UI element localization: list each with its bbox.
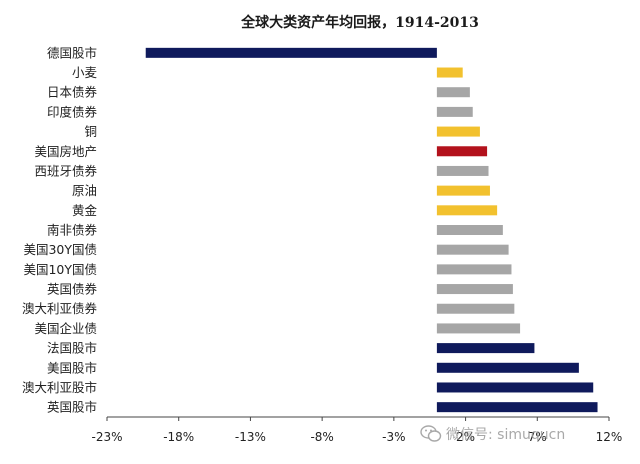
category-label: 美国30Y国债: [23, 242, 97, 257]
category-label: 日本债券: [47, 85, 98, 100]
chart-title: 全球大类资产年均回报，1914-2013: [240, 14, 479, 31]
watermark: 微信号: simuqucn: [420, 424, 565, 444]
x-tick-label: -23%: [91, 430, 122, 444]
x-tick-label: -18%: [163, 430, 194, 444]
wechat-icon: [420, 425, 442, 442]
category-label: 美国10Y国债: [23, 262, 97, 277]
bar: [436, 303, 515, 314]
category-label: 印度债券: [47, 104, 98, 119]
bar: [436, 284, 513, 295]
bar: [145, 47, 437, 58]
category-label: 美国企业债: [34, 321, 97, 336]
bar: [436, 205, 498, 216]
x-tick-label: 12%: [596, 430, 623, 444]
x-tick-label: -13%: [235, 430, 266, 444]
bar: [436, 244, 509, 255]
category-label: 南非债券: [47, 223, 98, 238]
category-label: 澳大利亚股市: [22, 380, 97, 395]
bar: [436, 225, 503, 235]
category-label: 黄金: [72, 203, 98, 218]
category-label: 澳大利亚债券: [22, 301, 98, 316]
x-tick-label: -8%: [310, 430, 333, 444]
bar: [436, 87, 470, 98]
x-tick-label: 2%: [456, 430, 475, 444]
bar: [436, 402, 598, 413]
bar: [436, 264, 512, 275]
category-label: 德国股市: [47, 45, 97, 60]
category-label: 原油: [72, 183, 97, 198]
category-label: 英国债券: [47, 282, 98, 297]
category-label: 小麦: [72, 65, 98, 80]
category-label: 美国股市: [47, 360, 97, 375]
bar: [436, 185, 490, 196]
bar: [436, 67, 463, 78]
bar: [436, 382, 594, 393]
bar: [436, 126, 480, 137]
bar: [436, 343, 535, 354]
bar: [436, 362, 579, 373]
category-label: 法国股市: [47, 341, 97, 356]
category-label: 英国股市: [47, 400, 97, 415]
bar: [436, 165, 489, 176]
x-tick-label: 7%: [528, 430, 547, 444]
x-tick-label: -3%: [382, 430, 405, 444]
bar: [436, 106, 473, 117]
category-label: 美国房地产: [34, 144, 97, 159]
bar: [436, 146, 488, 157]
category-label: 西班牙债券: [34, 163, 97, 178]
bar: [436, 323, 521, 334]
watermark-text: 微信号: simuqucn: [446, 427, 566, 443]
category-label: 铜: [84, 124, 97, 139]
